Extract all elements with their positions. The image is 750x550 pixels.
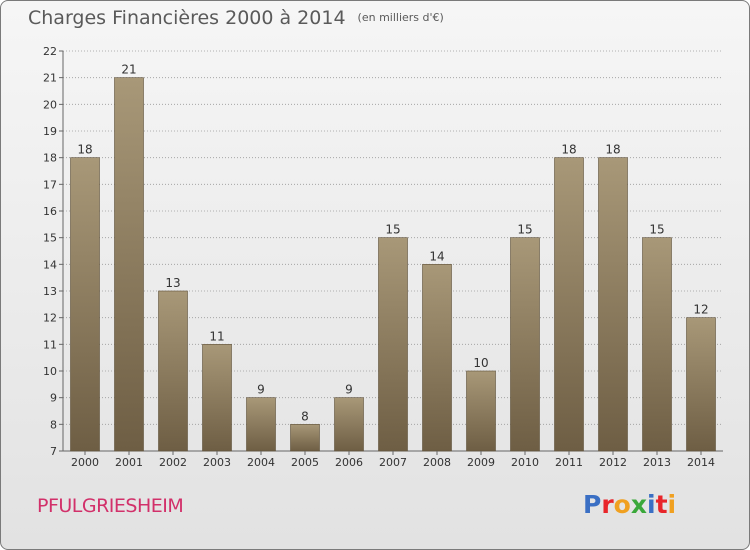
bar-value-label: 18: [605, 143, 620, 157]
bar-value-label: 8: [301, 409, 309, 423]
bar-2004: [246, 397, 276, 452]
bar-value-label: 13: [165, 276, 180, 290]
logo-letter: o: [613, 490, 631, 519]
bar-2001: [114, 77, 144, 452]
x-tick-label: 2007: [379, 456, 407, 469]
x-tick-label: 2003: [203, 456, 231, 469]
bar-value-label: 12: [693, 303, 708, 317]
x-tick-label: 2005: [291, 456, 319, 469]
logo-letter: P: [583, 490, 602, 519]
bar-value-label: 15: [385, 223, 400, 237]
bar-value-label: 15: [649, 223, 664, 237]
bar-2009: [466, 370, 496, 452]
y-tick-label: 13: [43, 285, 57, 298]
bar-value-label: 9: [257, 383, 265, 397]
bar-value-label: 9: [345, 383, 353, 397]
bar-2005: [290, 424, 320, 452]
y-tick-label: 9: [50, 392, 57, 405]
bar-value-label: 14: [429, 249, 444, 263]
chart-title-text: Charges Financières 2000 à 2014: [28, 7, 346, 29]
logo-letter: x: [630, 490, 647, 519]
y-tick-label: 8: [50, 418, 57, 431]
logo-letter: i: [667, 490, 677, 519]
y-tick-label: 18: [43, 152, 57, 165]
bar-value-label: 11: [209, 329, 224, 343]
bar-2002: [158, 290, 188, 452]
bar-2013: [642, 237, 672, 452]
y-tick-label: 15: [43, 232, 57, 245]
y-tick-label: 20: [43, 98, 57, 111]
chart-title: Charges Financières 2000 à 2014 (en milli…: [28, 7, 444, 29]
y-tick-label: 7: [50, 445, 57, 458]
y-tick-label: 17: [43, 178, 57, 191]
bar-2007: [378, 237, 408, 452]
x-tick-label: 2004: [247, 456, 275, 469]
x-tick-label: 2006: [335, 456, 363, 469]
bar-2006: [334, 397, 364, 452]
x-tick-label: 2013: [643, 456, 671, 469]
commune-name: PFULGRIESHEIM: [37, 495, 184, 517]
x-tick-label: 2001: [115, 456, 143, 469]
bar-value-label: 21: [121, 63, 136, 77]
y-tick-label: 10: [43, 365, 57, 378]
y-tick-label: 14: [43, 258, 57, 271]
x-tick-label: 2014: [687, 456, 715, 469]
bar-value-label: 15: [517, 223, 532, 237]
bar-2014: [686, 317, 716, 452]
bar-2012: [598, 157, 628, 452]
x-tick-label: 2010: [511, 456, 539, 469]
logo-letter: i: [647, 490, 656, 519]
y-tick-label: 16: [43, 205, 57, 218]
bar-2008: [422, 264, 452, 452]
bar-value-label: 18: [77, 143, 92, 157]
x-tick-label: 2008: [423, 456, 451, 469]
y-tick-label: 21: [43, 72, 57, 85]
y-tick-label: 19: [43, 125, 57, 138]
proxiti-logo: Proxiti: [583, 490, 676, 519]
logo-letter: t: [655, 490, 668, 519]
x-tick-label: 2012: [599, 456, 627, 469]
bar-value-label: 10: [473, 356, 488, 370]
bar-value-label: 18: [561, 143, 576, 157]
bar-2000: [70, 157, 100, 452]
y-tick-label: 11: [43, 338, 57, 351]
x-tick-label: 2011: [555, 456, 583, 469]
x-tick-label: 2009: [467, 456, 495, 469]
bar-2011: [554, 157, 584, 452]
logo-letter: r: [601, 490, 614, 519]
bar-2010: [510, 237, 540, 452]
y-tick-label: 22: [43, 45, 57, 58]
x-tick-label: 2000: [71, 456, 99, 469]
chart-subtitle: (en milliers d'€): [357, 11, 444, 24]
y-tick-label: 12: [43, 312, 57, 325]
bar-2003: [202, 344, 232, 452]
x-tick-label: 2002: [159, 456, 187, 469]
